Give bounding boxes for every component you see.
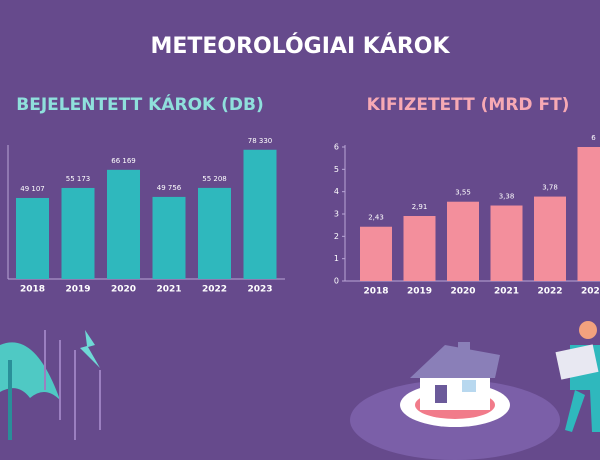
bar <box>16 197 49 279</box>
bar <box>243 149 277 279</box>
value-label: 2,43 <box>368 214 384 222</box>
value-label: 2,91 <box>412 203 428 211</box>
x-tick-label: 2022 <box>202 285 227 295</box>
bar <box>447 201 479 281</box>
value-label: 6 <box>591 134 596 142</box>
value-label: 55 208 <box>202 175 227 183</box>
bar <box>152 196 186 279</box>
y-tick-label: 6 <box>334 143 339 152</box>
x-tick-label: 2021 <box>156 285 181 295</box>
bar <box>198 187 231 279</box>
umbrella-illustration <box>0 330 101 440</box>
value-label: 49 756 <box>157 184 182 192</box>
value-label: 3,78 <box>542 184 558 192</box>
y-tick-label: 4 <box>334 187 339 196</box>
x-tick-label: 2023 <box>247 285 272 295</box>
y-tick-label: 0 <box>334 277 339 286</box>
bar <box>577 147 600 281</box>
x-tick-label: 2023 <box>581 287 600 297</box>
x-tick-label: 2018 <box>20 285 45 295</box>
y-tick-label: 1 <box>334 254 339 263</box>
x-tick-label: 2022 <box>537 287 562 297</box>
chart-title: KIFIZETETT (MRD FT) <box>367 95 570 115</box>
value-label: 78 330 <box>248 137 273 145</box>
bar <box>107 169 140 279</box>
value-label: 49 107 <box>20 185 45 193</box>
y-tick-label: 3 <box>334 210 339 219</box>
bar <box>403 216 436 281</box>
bar <box>61 187 95 279</box>
person-illustration <box>555 321 600 432</box>
value-label: 66 169 <box>111 157 136 165</box>
bar <box>490 205 523 281</box>
y-tick-label: 5 <box>334 165 339 174</box>
bar <box>534 196 566 281</box>
x-tick-label: 2019 <box>407 287 432 297</box>
page-title: METEOROLÓGIAI KÁROK <box>150 33 450 59</box>
y-tick-label: 2 <box>334 232 339 241</box>
value-label: 3,38 <box>499 193 515 201</box>
house-illustration <box>350 342 560 460</box>
x-tick-label: 2020 <box>450 287 475 297</box>
x-tick-label: 2021 <box>494 287 519 297</box>
x-tick-label: 2018 <box>363 287 388 297</box>
bar <box>360 226 392 281</box>
x-tick-label: 2019 <box>65 285 90 295</box>
value-label: 55 173 <box>66 175 91 183</box>
value-label: 3,55 <box>455 189 471 197</box>
x-tick-label: 2020 <box>111 285 136 295</box>
chart-title: BEJELENTETT KÁROK (DB) <box>16 93 263 115</box>
